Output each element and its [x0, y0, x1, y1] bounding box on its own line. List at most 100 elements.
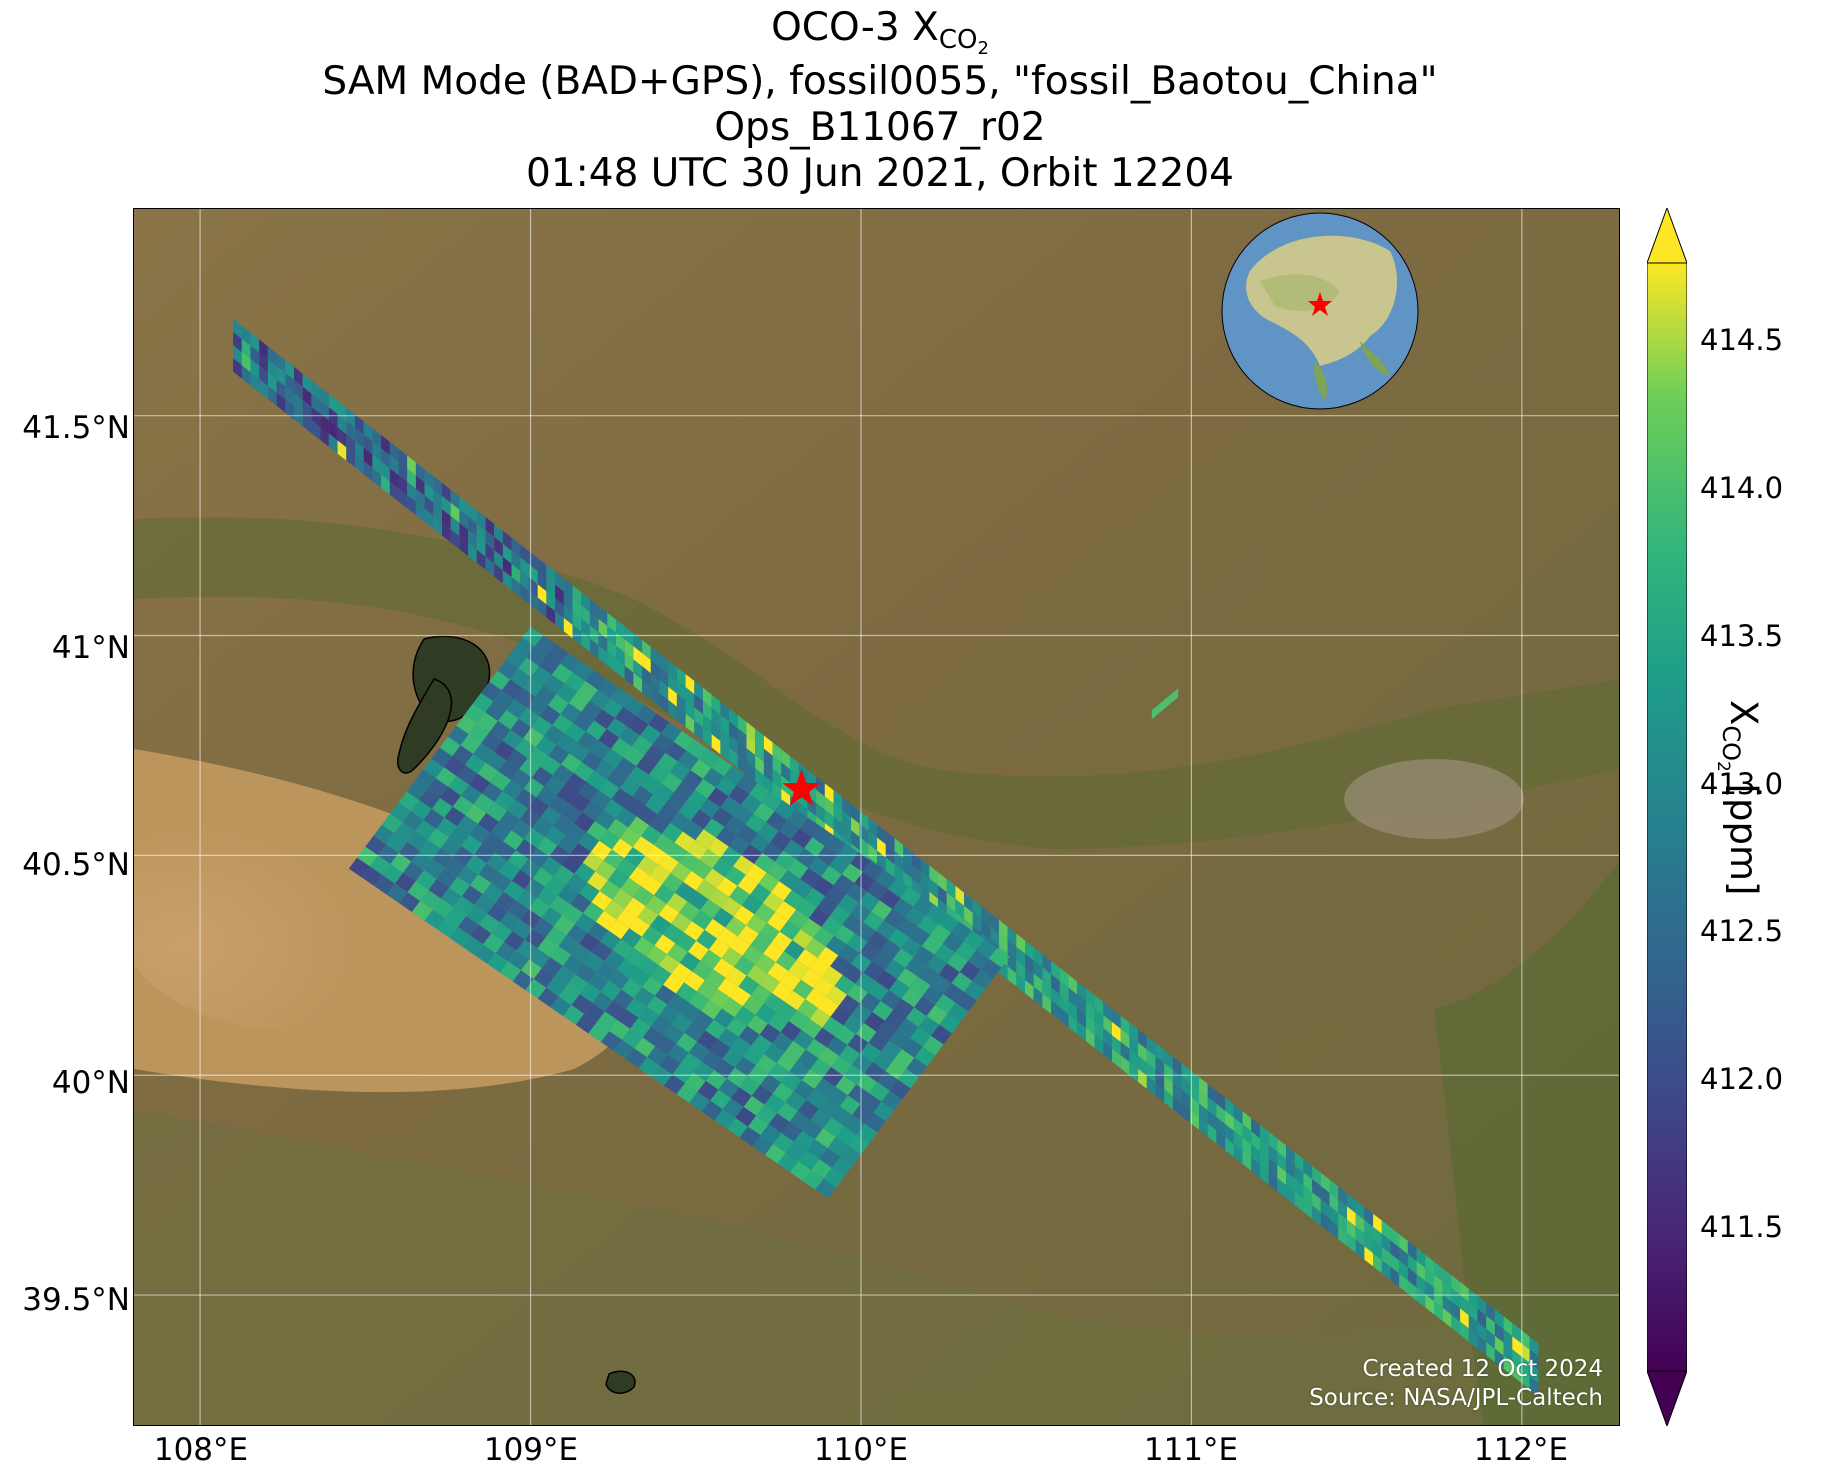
sounding-cell [1112, 1008, 1121, 1029]
sounding-cell [485, 556, 495, 577]
sounding-cell [631, 735, 653, 756]
sounding-cell [1347, 1219, 1356, 1240]
sounding-cell [485, 701, 507, 721]
sounding-cell [285, 399, 294, 420]
target-star-marker[interactable] [782, 769, 821, 806]
sounding-cell [781, 1122, 803, 1142]
sounding-cell [746, 748, 756, 769]
sounding-cell [809, 957, 831, 978]
sounding-cell [613, 1039, 635, 1060]
sounding-cell [610, 687, 632, 708]
sounding-cell [294, 406, 303, 427]
sounding-cell [846, 883, 868, 903]
sounding-cell [1442, 1307, 1452, 1328]
sounding-cell [1042, 954, 1052, 975]
sounding-cell [725, 916, 747, 937]
sounding-cell [638, 1057, 660, 1077]
sounding-cell [751, 984, 772, 1004]
sounding-cell [415, 462, 425, 483]
sounding-cell [772, 1032, 794, 1052]
sounding-cell [813, 977, 835, 997]
sounding-cell [539, 655, 561, 675]
sounding-cell [499, 911, 521, 932]
sounding-cell [355, 427, 364, 448]
sounding-cell [1077, 1021, 1086, 1042]
sounding-cell [640, 774, 662, 795]
sounding-cell [758, 872, 780, 893]
sounding-cell [586, 821, 608, 841]
sounding-cell [685, 713, 695, 734]
sounding-cell [424, 909, 446, 930]
sounding-cell [1486, 1315, 1495, 1336]
sounding-cell [695, 879, 717, 900]
sounding-cell [884, 909, 905, 929]
sounding-cell [372, 428, 382, 449]
sounding-cell [718, 1078, 740, 1099]
sounding-cell [1059, 981, 1069, 1001]
sounding-cell [1451, 1288, 1461, 1309]
sounding-cell [947, 952, 968, 973]
sounding-cell [981, 919, 991, 940]
sounding-cell [862, 861, 884, 881]
sounding-cell [502, 780, 524, 800]
sounding-cell [1242, 1150, 1252, 1171]
sounding-cell [461, 835, 483, 855]
sounding-cell [1129, 1035, 1139, 1056]
sounding-cell [783, 839, 804, 860]
map-panel[interactable]: Created 12 Oct 2024 Source: NASA/JPL-Cal… [133, 208, 1620, 1426]
sounding-cell [929, 865, 938, 886]
sounding-cell [736, 774, 758, 794]
sounding-cell [518, 707, 540, 728]
sounding-cell [682, 770, 704, 790]
sounding-cell [667, 943, 688, 963]
sounding-cell [415, 501, 425, 522]
sounding-cell [1373, 1240, 1382, 1261]
sounding-cell [510, 718, 532, 739]
sounding-cell [450, 502, 460, 523]
sounding-cell [431, 747, 453, 768]
sounding-cell [1434, 1261, 1443, 1282]
sounding-cell [867, 931, 889, 951]
sounding-cell [572, 661, 594, 682]
sounding-cell [505, 648, 527, 669]
sounding-cell [468, 542, 477, 563]
sounding-cell [858, 891, 880, 912]
sounding-cell [1373, 1253, 1382, 1274]
sounding-cell [537, 558, 547, 578]
sounding-cell [1007, 940, 1017, 960]
cb-title-subsub: 2 [1713, 761, 1733, 772]
sounding-cell [389, 481, 399, 502]
sounding-cell [1199, 1090, 1208, 1111]
sounding-cell [781, 1071, 802, 1092]
sounding-cell [1477, 1322, 1487, 1342]
sounding-cell [650, 686, 660, 707]
sounding-cell [1425, 1267, 1434, 1288]
sounding-cell [1120, 1055, 1130, 1076]
sounding-cell [988, 947, 1010, 968]
sounding-cell [474, 843, 495, 864]
colorbar-tick-label: 413.5 [1700, 619, 1784, 653]
sounding-cell [801, 1069, 823, 1089]
sounding-cell [729, 747, 738, 768]
sounding-cell [711, 807, 733, 827]
sounding-cell [512, 920, 534, 940]
sounding-cell [734, 955, 755, 976]
sounding-cell [868, 1031, 890, 1052]
sounding-cell [414, 769, 436, 790]
sounding-cell [1329, 1192, 1339, 1213]
sounding-cell [423, 809, 445, 829]
sounding-cell [620, 827, 641, 848]
sounding-cell [276, 353, 286, 374]
sounding-cell [1277, 1164, 1286, 1185]
sounding-cell [1451, 1314, 1461, 1335]
sounding-cell [1112, 1022, 1121, 1042]
sounding-cell [834, 924, 855, 945]
sounding-cell [724, 866, 746, 886]
sounding-cell [834, 1025, 856, 1045]
sounding-cell [911, 851, 921, 872]
sounding-cell [1172, 1096, 1182, 1117]
sounding-cell [885, 831, 895, 852]
sounding-cell [595, 910, 617, 931]
sounding-cell [466, 905, 488, 925]
sounding-cell [863, 961, 885, 982]
